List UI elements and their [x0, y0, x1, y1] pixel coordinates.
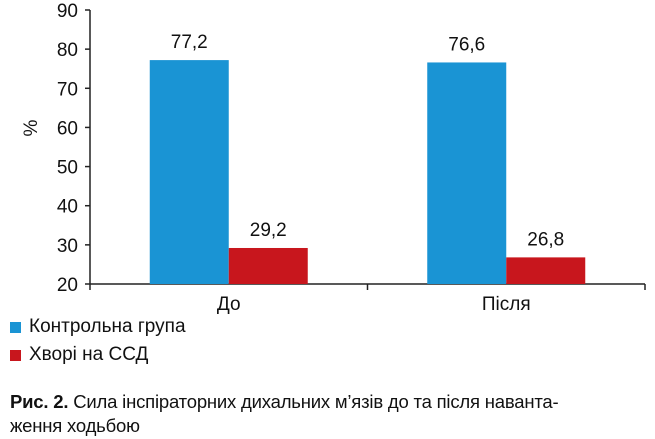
y-tick-label: 90 — [57, 1, 78, 22]
legend-item-ssd: Хворі на ССД — [10, 341, 186, 369]
legend-label-ssd: Хворі на ССД — [29, 344, 149, 365]
y-axis-label: % — [21, 119, 42, 136]
legend: Контрольна група Хворі на ССД — [10, 313, 186, 369]
chart-axes: 20 30 40 50 60 70 80 90% — [21, 1, 646, 296]
y-tick-label: 70 — [57, 79, 78, 100]
chart-labels: 77,2 29,2 До 76,6 26,8 Після — [171, 32, 564, 315]
legend-swatch-control — [10, 321, 21, 333]
bar-ssd-0 — [228, 247, 308, 284]
legend-label-control: Контрольна група — [29, 316, 186, 337]
bar-control-0 — [149, 60, 229, 284]
data-label: 76,6 — [448, 34, 485, 55]
figure-number: Рис. 2. — [10, 391, 69, 412]
legend-swatch-ssd — [10, 349, 21, 361]
data-label: 77,2 — [171, 32, 208, 53]
bar-control-1 — [427, 62, 507, 284]
figure-caption: Рис. 2. Сила інспіраторних дихальних м’я… — [10, 390, 640, 438]
caption-text-line1: Сила інспіраторних дихальних м’язів до т… — [73, 391, 559, 412]
data-label: 26,8 — [527, 229, 564, 250]
y-tick-label: 30 — [57, 236, 78, 257]
data-label: 29,2 — [250, 220, 287, 241]
legend-item-control: Контрольна група — [10, 313, 186, 341]
y-tick-label: 40 — [57, 197, 78, 218]
bar-ssd-1 — [506, 257, 586, 284]
x-category-label: Після — [482, 294, 531, 315]
y-tick-label: 20 — [57, 275, 78, 296]
chart-bars — [149, 60, 586, 284]
y-tick-label: 60 — [57, 118, 78, 139]
y-tick-label: 80 — [57, 40, 78, 61]
bar-chart: 20 30 40 50 60 70 80 90% 77,2 29,2 До 76,6 26,8 Післ… — [21, 1, 646, 315]
caption-text-line2: ження ходьбою — [10, 415, 140, 436]
x-category-label: До — [217, 294, 241, 315]
y-tick-label: 50 — [57, 158, 78, 179]
